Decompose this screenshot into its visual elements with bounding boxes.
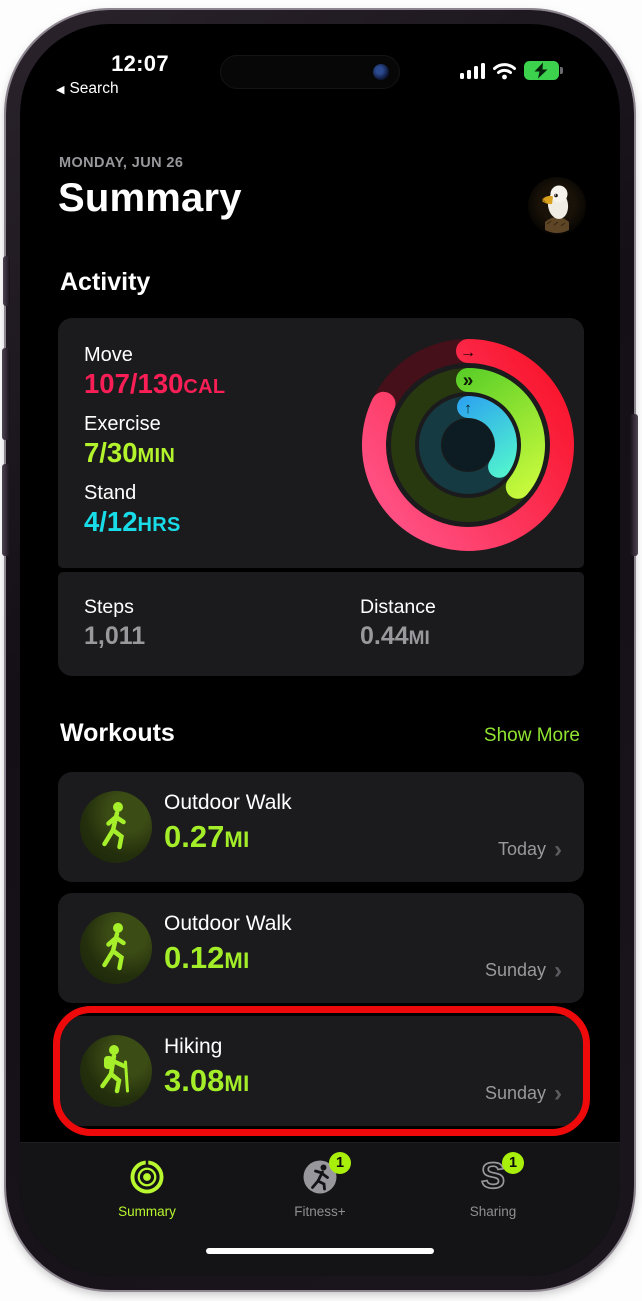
activity-summary-card[interactable]: Move 107/130CAL Exercise 7/30MIN Stand 4… <box>58 318 584 568</box>
move-label: Move <box>84 344 133 366</box>
profile-avatar[interactable] <box>528 177 586 235</box>
wifi-icon <box>493 62 516 79</box>
workout-date: Today <box>497 839 546 859</box>
stand-value: 4/12 <box>84 506 138 537</box>
workout-row-hiking[interactable]: Hiking 3.08MI Sunday › <box>58 1016 584 1126</box>
exercise-value: 7/30 <box>84 437 138 468</box>
workout-name: Outdoor Walk <box>164 912 292 935</box>
steps-label: Steps <box>84 596 134 618</box>
workout-unit: MI <box>224 827 250 852</box>
dynamic-island <box>220 55 400 89</box>
activity-section-title: Activity <box>60 268 151 296</box>
chevron-right-icon: › <box>554 956 562 984</box>
status-time: 12:07 <box>111 51 169 76</box>
walk-icon <box>80 912 152 984</box>
steps-distance-card[interactable]: Steps 1,011 Distance 0.44MI <box>58 572 584 676</box>
eagle-avatar-image <box>542 185 569 233</box>
exercise-metric: Exercise 7/30MIN <box>84 413 175 469</box>
workout-date: Sunday <box>484 960 546 980</box>
move-unit: CAL <box>183 376 226 398</box>
stand-label: Stand <box>84 482 137 504</box>
move-metric: Move 107/130CAL <box>84 344 225 400</box>
volume-down-button <box>2 464 10 556</box>
stand-arrow-icon: ↑ <box>464 400 472 417</box>
workout-row-outdoor-walk-2[interactable]: Outdoor Walk 0.12MI Sunday › <box>58 893 584 1003</box>
chevron-right-icon: › <box>554 1079 562 1107</box>
tab-summary[interactable]: Summary <box>92 1156 202 1276</box>
stand-metric: Stand 4/12HRS <box>84 482 181 538</box>
workouts-section-title: Workouts <box>60 719 175 747</box>
battery-charging-icon <box>524 61 564 80</box>
svg-text:S: S <box>481 1156 505 1196</box>
distance-label: Distance <box>360 596 436 618</box>
workout-distance: 0.12 <box>164 940 225 975</box>
tab-fitness-plus[interactable]: 1 Fitness+ <box>265 1152 375 1276</box>
sharing-badge: 1 <box>502 1152 524 1174</box>
front-camera-icon <box>373 64 389 80</box>
activity-rings: → » ↑ <box>362 339 574 551</box>
chevron-right-icon: › <box>554 835 562 863</box>
exercise-arrow-icon: » <box>463 371 474 392</box>
workout-name: Hiking <box>164 1035 223 1058</box>
workout-distance: 3.08 <box>164 1063 225 1098</box>
workout-unit: MI <box>224 948 250 973</box>
move-value: 107/130 <box>84 368 184 399</box>
tab-bar: Summary 1 Fitnes <box>20 1142 620 1276</box>
date-label: MONDAY, JUN 26 <box>59 155 184 171</box>
steps-value: 1,011 <box>84 622 146 650</box>
walk-icon <box>80 791 152 863</box>
exercise-ring-progress <box>456 368 546 499</box>
sharing-icon: S <box>480 1154 506 1197</box>
exercise-unit: MIN <box>137 445 176 467</box>
workout-date: Sunday <box>484 1083 546 1103</box>
cellular-signal-icon <box>459 62 485 79</box>
fitness-plus-icon <box>303 1160 337 1194</box>
workout-unit: MI <box>224 1071 250 1096</box>
tab-sharing-label: Sharing <box>469 1204 517 1219</box>
hiking-icon <box>80 1035 152 1107</box>
steps-stat: Steps 1,011 <box>84 596 145 651</box>
fitness-plus-badge: 1 <box>329 1152 351 1174</box>
iphone-frame: 12:07 ◀ Search <box>2 10 638 1290</box>
move-arrow-icon: → <box>460 344 476 361</box>
home-indicator[interactable] <box>206 1248 434 1254</box>
show-more-link[interactable]: Show More <box>483 725 580 746</box>
back-arrow-icon: ◀ <box>56 83 65 96</box>
distance-value: 0.44 <box>360 622 409 650</box>
tab-summary-label: Summary <box>118 1204 176 1219</box>
tab-fitness-plus-label: Fitness+ <box>294 1204 346 1219</box>
workout-name: Outdoor Walk <box>164 791 292 814</box>
summary-rings-icon <box>130 1160 164 1194</box>
workout-row-outdoor-walk-1[interactable]: Outdoor Walk 0.27MI Today › <box>58 772 584 882</box>
tab-sharing[interactable]: S 1 Sharing <box>438 1152 548 1276</box>
workout-distance: 0.27 <box>164 819 225 854</box>
stand-ring-progress <box>457 396 517 478</box>
fitness-app-screen: 12:07 ◀ Search <box>20 24 620 1276</box>
page-title: Summary <box>58 176 242 220</box>
distance-unit: MI <box>408 628 430 649</box>
status-icons <box>459 61 565 80</box>
back-label: Search <box>69 80 119 97</box>
volume-up-button <box>2 348 10 440</box>
exercise-label: Exercise <box>84 413 161 435</box>
mute-switch <box>3 256 10 306</box>
stand-unit: HRS <box>137 514 181 536</box>
distance-stat: Distance 0.44MI <box>360 596 436 651</box>
move-ring-progress <box>362 339 574 551</box>
power-button <box>630 414 638 556</box>
back-to-search-link[interactable]: ◀ Search <box>56 80 119 98</box>
